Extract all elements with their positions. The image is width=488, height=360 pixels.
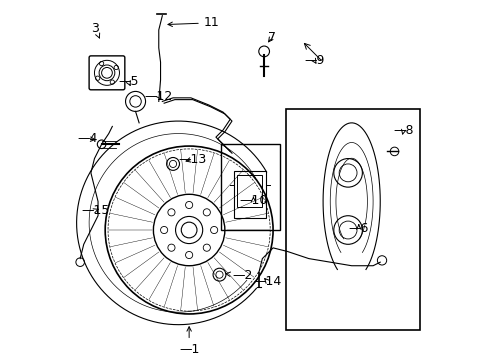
Text: —13: —13	[178, 153, 206, 166]
Bar	[285, 109, 419, 330]
Text: —2: —2	[225, 269, 252, 282]
Bar	[233, 171, 265, 217]
Text: —10: —10	[239, 194, 267, 207]
Text: 11: 11	[168, 16, 219, 29]
Text: —8: —8	[392, 124, 413, 137]
Bar	[221, 144, 280, 230]
Text: —5: —5	[118, 75, 139, 88]
Text: 3: 3	[91, 22, 100, 38]
Text: —9: —9	[304, 54, 324, 67]
Text: —12: —12	[144, 90, 173, 103]
Text: —14: —14	[253, 275, 281, 288]
Text: —6: —6	[348, 222, 368, 235]
Text: —4: —4	[78, 132, 98, 145]
Text: —1: —1	[179, 327, 199, 356]
Text: —15: —15	[81, 204, 109, 217]
Text: 7: 7	[267, 31, 275, 44]
Bar	[237, 175, 262, 207]
